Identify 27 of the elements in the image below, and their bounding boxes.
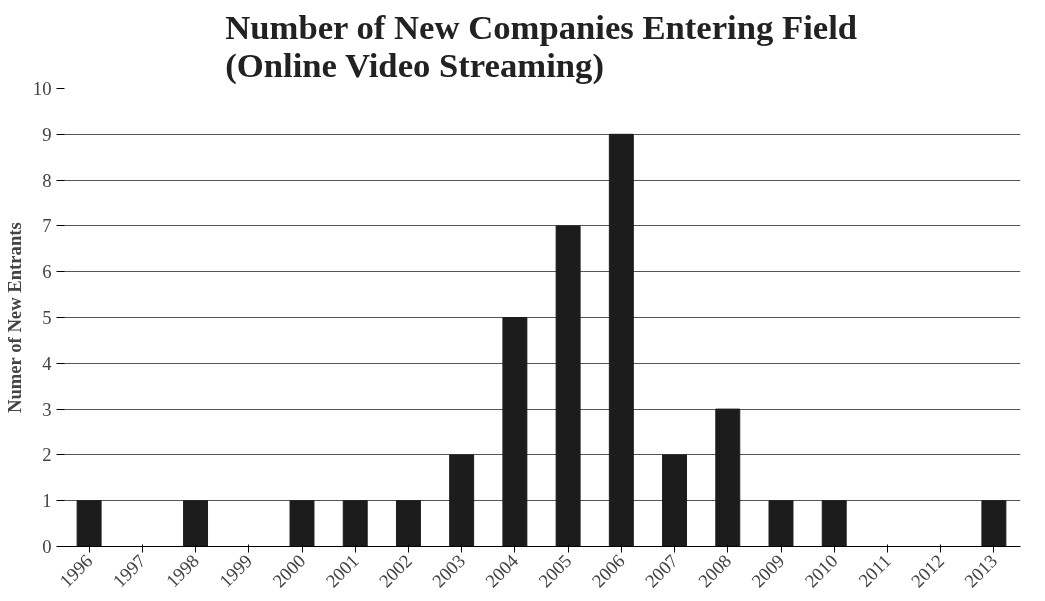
bar	[608, 133, 634, 547]
y-tick-label: 4	[42, 352, 53, 374]
bar	[76, 500, 102, 547]
y-tick-label: 5	[42, 307, 52, 328]
chart-title: Number of New Companies Entering Field (Online Video Streaming)	[225, 7, 858, 85]
y-tick-label: 10	[32, 78, 52, 99]
y-tick-label: 0	[42, 536, 52, 557]
bar	[715, 408, 741, 547]
y-tick-label: 7	[42, 215, 52, 237]
bar	[449, 454, 475, 547]
y-tick-label: 3	[42, 398, 52, 420]
bar	[342, 500, 368, 547]
bar	[662, 454, 688, 547]
bar	[395, 500, 421, 547]
y-axis-title: Numer of New Entrants	[3, 222, 25, 414]
bar	[981, 500, 1007, 547]
bar	[768, 500, 794, 547]
y-tick-label: 6	[42, 261, 52, 283]
bar	[502, 317, 528, 547]
bar	[289, 500, 315, 547]
y-tick-label: 1	[42, 490, 52, 512]
y-tick-label: 8	[42, 169, 52, 191]
y-tick-label: 9	[42, 123, 52, 145]
bar	[183, 500, 209, 547]
y-tick-label: 2	[42, 444, 52, 466]
bar	[555, 225, 581, 547]
bar	[821, 500, 847, 547]
